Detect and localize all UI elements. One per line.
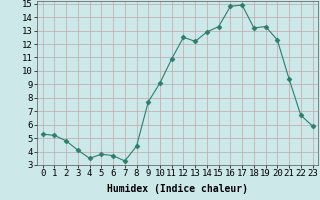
X-axis label: Humidex (Indice chaleur): Humidex (Indice chaleur) xyxy=(107,184,248,194)
